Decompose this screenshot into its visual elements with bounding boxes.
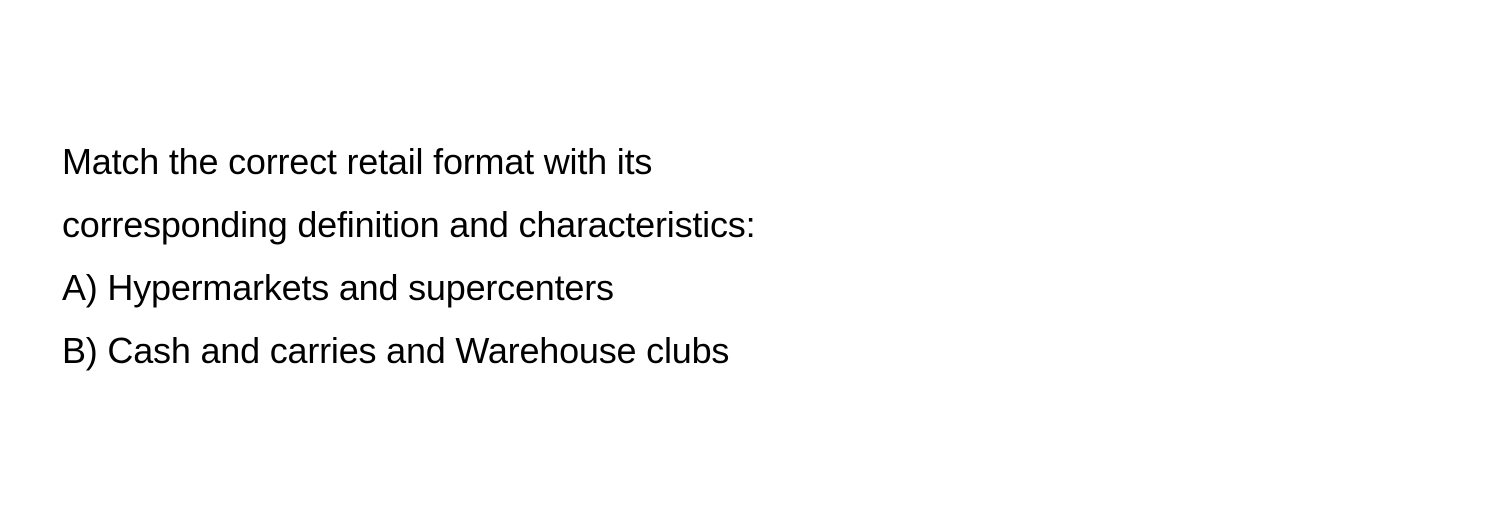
option-b: B) Cash and carries and Warehouse clubs [62, 319, 755, 382]
question-stem-line-1: Match the correct retail format with its [62, 130, 755, 193]
question-text-block: Match the correct retail format with its… [0, 130, 817, 382]
option-a: A) Hypermarkets and supercenters [62, 256, 755, 319]
question-stem-line-2: corresponding definition and characteris… [62, 193, 755, 256]
